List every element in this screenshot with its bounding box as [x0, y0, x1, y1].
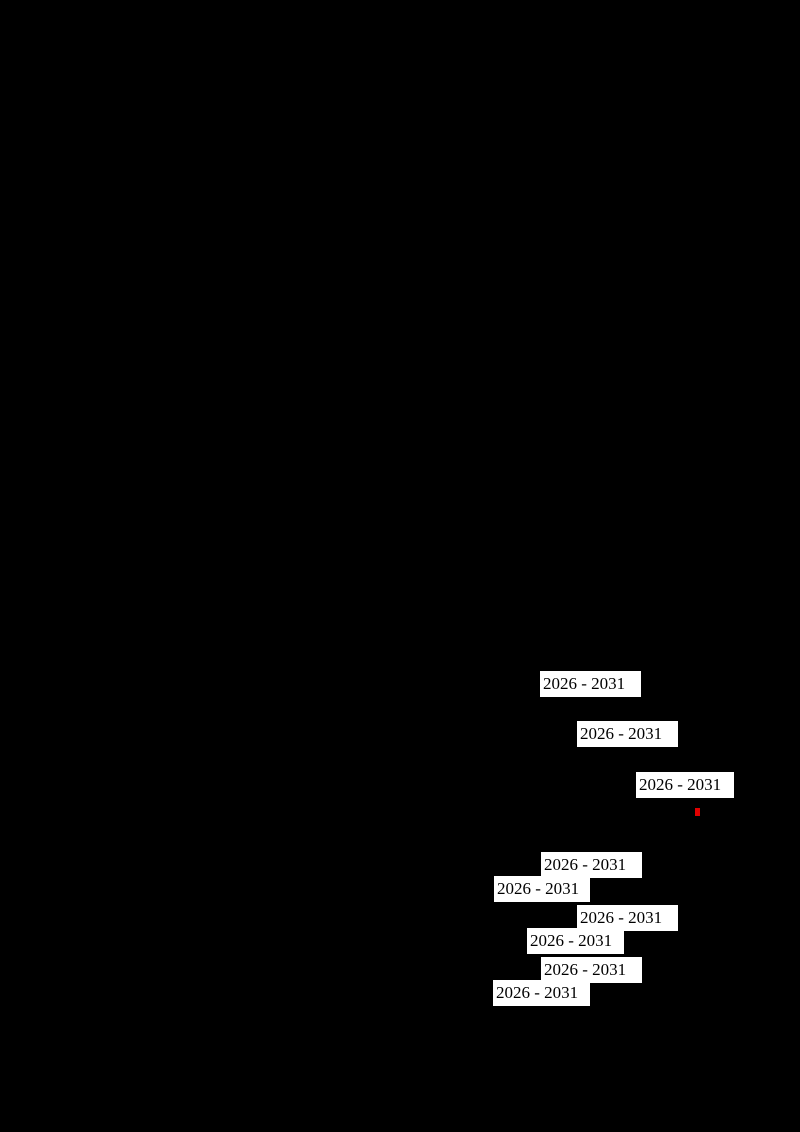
- date-range-label: 2026 - 2031: [540, 671, 641, 697]
- date-range-label: 2026 - 2031: [577, 905, 678, 931]
- date-range-label: 2026 - 2031: [493, 980, 590, 1006]
- date-range-label: 2026 - 2031: [636, 772, 734, 798]
- date-range-label: 2026 - 2031: [577, 721, 678, 747]
- date-range-label: 2026 - 2031: [541, 957, 642, 983]
- date-range-label: 2026 - 2031: [541, 852, 642, 878]
- red-marker: [695, 808, 700, 816]
- date-range-label: 2026 - 2031: [527, 928, 624, 954]
- date-range-label: 2026 - 2031: [494, 876, 590, 902]
